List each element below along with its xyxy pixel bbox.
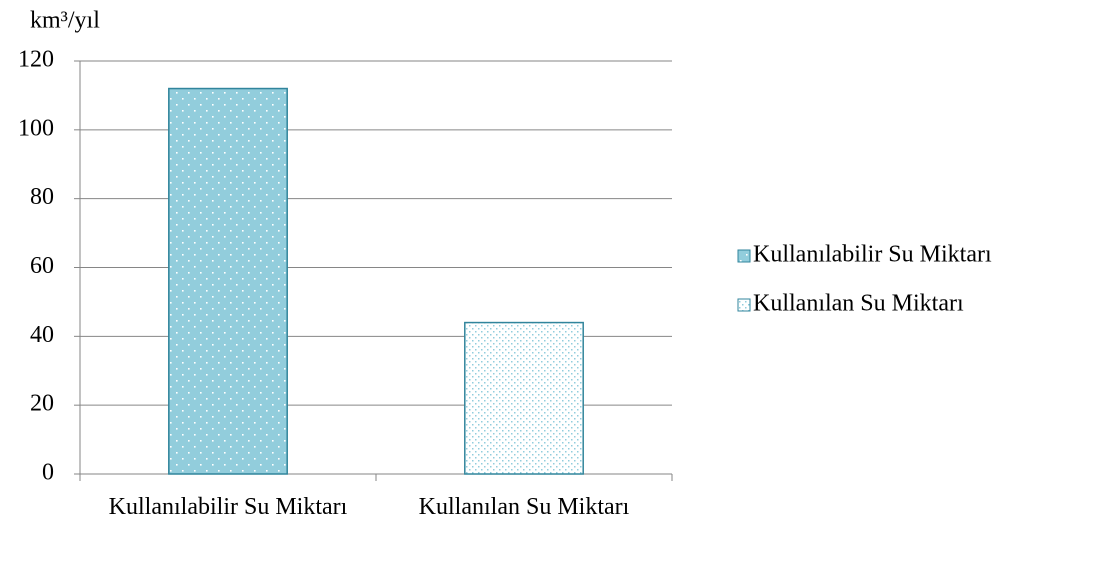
y-tick-label: 80 xyxy=(30,184,54,210)
x-tick-label: Kullanılan Su Miktarı xyxy=(418,494,630,520)
x-tick-label: Kullanılabilir Su Miktarı xyxy=(108,494,348,520)
y-tick-label: 20 xyxy=(30,391,54,417)
y-axis-label: km³/yıl xyxy=(30,8,100,34)
y-tick-label: 0 xyxy=(42,460,54,486)
legend-label: Kullanılabilir Su Miktarı xyxy=(753,242,992,268)
x-tick-label-box: Kullanılan Su Miktarı xyxy=(418,494,630,520)
legend-label: Kullanılan Su Miktarı xyxy=(753,291,964,317)
y-tick-label: 40 xyxy=(30,322,54,348)
legend-swatch xyxy=(737,298,751,312)
bar xyxy=(168,87,288,475)
y-tick-label: 100 xyxy=(18,115,54,141)
bar xyxy=(464,321,584,475)
legend-swatch xyxy=(737,249,751,263)
x-tick-label-box: Kullanılabilir Su Miktarı xyxy=(108,494,348,520)
y-tick-label: 60 xyxy=(30,253,54,279)
y-tick-label: 120 xyxy=(18,47,54,73)
